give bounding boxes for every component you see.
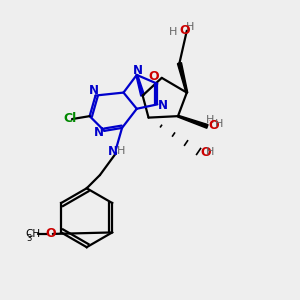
Polygon shape bbox=[178, 115, 208, 128]
Text: N: N bbox=[94, 126, 103, 139]
Text: 3: 3 bbox=[27, 234, 32, 243]
Text: O: O bbox=[208, 119, 219, 132]
Text: O: O bbox=[200, 146, 211, 159]
Text: H: H bbox=[214, 119, 223, 129]
Text: N: N bbox=[158, 99, 168, 112]
Text: H: H bbox=[186, 22, 194, 32]
Text: O: O bbox=[46, 227, 56, 240]
Text: Cl: Cl bbox=[63, 112, 76, 125]
Text: N: N bbox=[133, 64, 143, 77]
Text: O: O bbox=[148, 70, 159, 83]
Text: CH: CH bbox=[26, 229, 41, 239]
Text: N: N bbox=[108, 145, 118, 158]
Text: N: N bbox=[89, 84, 99, 97]
Polygon shape bbox=[136, 75, 145, 96]
Text: O: O bbox=[179, 24, 190, 37]
Text: H: H bbox=[206, 115, 214, 125]
Text: H: H bbox=[206, 147, 214, 157]
Polygon shape bbox=[177, 63, 188, 93]
Text: ·: · bbox=[208, 118, 210, 123]
Text: H: H bbox=[117, 146, 126, 156]
Text: H: H bbox=[169, 27, 177, 37]
